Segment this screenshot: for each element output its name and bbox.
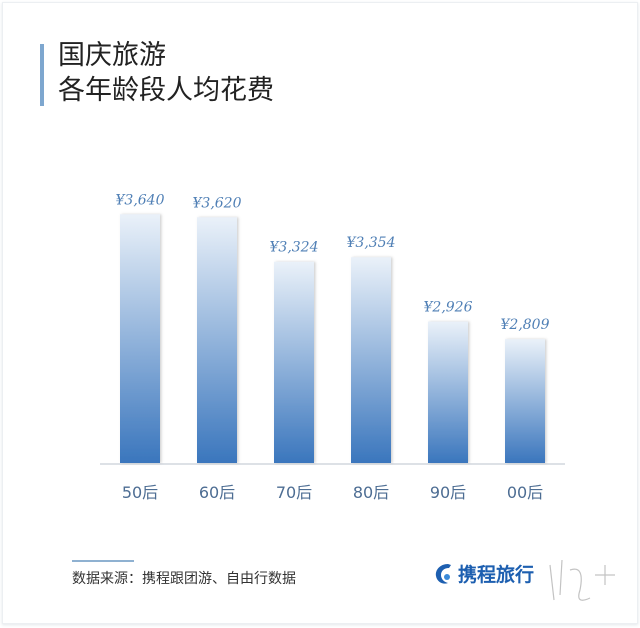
data-label: ¥3,620 <box>193 195 242 211</box>
bar-00后 <box>505 339 545 463</box>
x-tick-label: 80后 <box>353 483 389 502</box>
ctrip-logo: 携程旅行 <box>432 560 534 587</box>
bar-50后 <box>120 214 160 463</box>
data-label: ¥2,926 <box>424 300 473 316</box>
bar-90后 <box>428 321 468 463</box>
logo-text: 携程旅行 <box>458 564 535 586</box>
data-label: ¥3,324 <box>270 240 319 256</box>
x-tick-label: 50后 <box>122 483 158 502</box>
title-accent-bar <box>40 44 44 106</box>
x-tick-label: 90后 <box>430 483 466 502</box>
watermark-icon <box>549 559 615 601</box>
title-line-1: 国庆旅游 <box>58 40 166 71</box>
data-source: 数据来源：携程跟团游、自由行数据 <box>72 571 296 587</box>
data-label: ¥3,640 <box>116 192 165 208</box>
x-tick-label: 70后 <box>276 483 312 502</box>
data-label: ¥2,809 <box>501 317 550 333</box>
dolphin-icon <box>435 563 451 584</box>
title-line-2: 各年龄段人均花费 <box>58 75 274 106</box>
x-tick-label: 00后 <box>507 483 543 502</box>
chart-title: 国庆旅游 各年龄段人均花费 <box>58 38 274 108</box>
bar-70后 <box>274 261 314 463</box>
source-divider <box>72 560 134 562</box>
bar-80后 <box>351 257 391 463</box>
x-tick-label: 60后 <box>199 483 235 502</box>
bar-60后 <box>197 217 237 463</box>
data-label: ¥3,354 <box>347 235 396 251</box>
